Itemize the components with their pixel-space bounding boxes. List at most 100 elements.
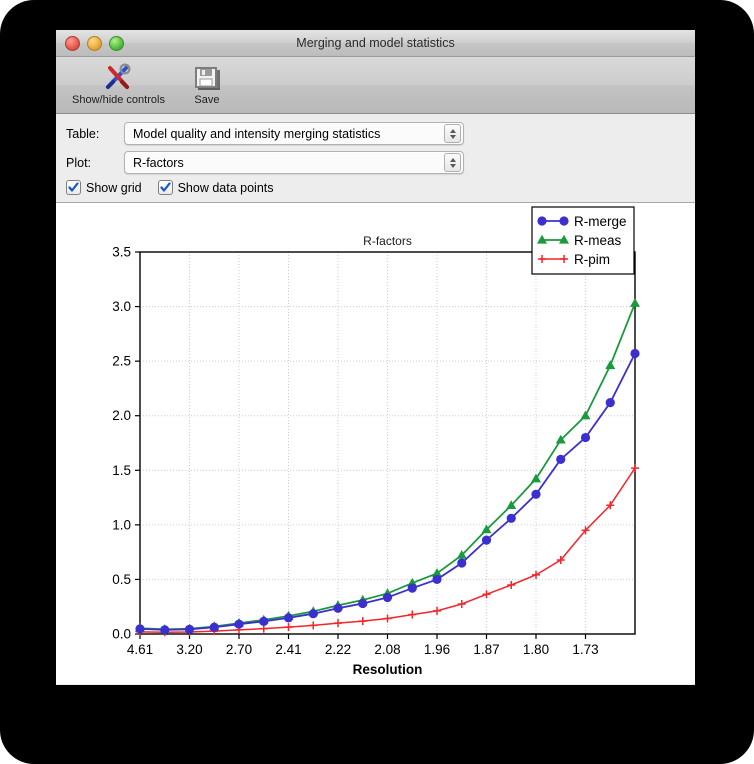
data-point: [283, 613, 294, 623]
save-button[interactable]: Save: [171, 60, 243, 106]
table-select-value: Model quality and intensity merging stat…: [133, 126, 381, 141]
x-tick-label: 4.61: [127, 642, 153, 657]
x-tick-label: 1.80: [523, 642, 549, 657]
axis-ticks: 0.0 0.5 1.0 1.5 2.0 2.5 3.0 3.5 4.61 3.20 2.70 2.41…: [112, 245, 598, 658]
window-controls[interactable]: [65, 36, 124, 51]
legend-label: R-merge: [574, 214, 627, 229]
data-point: [482, 590, 491, 599]
data-point: [580, 432, 591, 443]
data-point: [506, 500, 517, 510]
plot-select-value: R-factors: [133, 155, 184, 170]
chevron-up-icon: [449, 157, 456, 162]
chevron-down-icon: [449, 163, 456, 168]
data-point: [408, 610, 417, 619]
data-point: [309, 621, 318, 630]
save-label: Save: [194, 94, 220, 106]
series-r-merge: [135, 348, 640, 635]
data-point: [606, 501, 615, 510]
data-point: [581, 526, 590, 535]
zoom-button-icon[interactable]: [109, 36, 124, 51]
close-button-icon[interactable]: [65, 36, 80, 51]
data-point: [209, 622, 219, 632]
x-tick-label: 3.20: [176, 642, 202, 657]
series-line: [139, 302, 636, 631]
checkmark-icon: [68, 182, 79, 192]
y-tick-label: 1.0: [112, 517, 131, 532]
plot-label: Plot:: [66, 155, 92, 170]
data-point: [507, 580, 516, 589]
data-point: [605, 398, 615, 408]
y-tick-label: 0.5: [112, 572, 131, 587]
y-tick-label: 0.0: [112, 627, 131, 642]
table-select-stepper-icon[interactable]: [444, 124, 461, 143]
table-label: Table:: [66, 126, 100, 141]
plot-select-stepper-icon[interactable]: [444, 153, 461, 172]
y-tick-label: 2.0: [112, 408, 131, 423]
data-point: [383, 614, 392, 623]
checkmark-icon: [159, 182, 171, 192]
y-tick-label: 1.5: [112, 463, 131, 478]
show-data-points-checkbox[interactable]: Show data points: [157, 180, 274, 195]
data-point: [308, 609, 318, 619]
show-hide-controls-button[interactable]: Show/hide controls: [66, 60, 171, 106]
checkbox-box[interactable]: [66, 180, 81, 195]
data-point: [556, 454, 566, 464]
checkbox-box[interactable]: [157, 180, 173, 195]
y-tick-label: 2.5: [112, 354, 131, 369]
data-point: [259, 616, 269, 626]
y-tick-label: 3.5: [112, 245, 131, 260]
show-grid-checkbox[interactable]: Show grid: [66, 180, 142, 195]
plot-select[interactable]: R-factors: [124, 151, 464, 174]
data-point: [457, 558, 467, 568]
data-point: [531, 489, 541, 499]
data-point: [605, 360, 616, 370]
table-row: Table: Model quality and intensity mergi…: [66, 122, 685, 145]
data-point: [358, 617, 367, 626]
x-tick-label: 1.96: [424, 642, 450, 657]
data-point: [580, 410, 591, 420]
show-data-points-label: Show data points: [177, 180, 274, 195]
legend-label: R-pim: [574, 252, 610, 267]
toolbar: Show/hide controls Save: [56, 57, 695, 114]
x-tick-label: 1.87: [473, 642, 499, 657]
plot-area: 0.0 0.5 1.0 1.5 2.0 2.5 3.0 3.5 4.61 3.20 2.70 2.41…: [56, 203, 695, 684]
data-point: [506, 513, 516, 523]
x-tick-label: 2.70: [226, 642, 252, 657]
plot-row: Plot: R-factors: [66, 151, 685, 174]
window-titlebar[interactable]: Merging and model statistics: [56, 30, 695, 57]
tools-icon: [101, 62, 135, 92]
data-point: [333, 603, 343, 613]
data-point: [630, 348, 640, 359]
minimize-button-icon[interactable]: [87, 36, 102, 51]
data-point: [538, 255, 546, 263]
data-point: [532, 570, 540, 579]
x-tick-label: 2.41: [275, 642, 301, 657]
data-point: [559, 234, 569, 244]
floppy-disk-save-icon: [192, 62, 222, 92]
x-axis-label: Resolution: [353, 662, 423, 677]
data-point: [481, 535, 492, 545]
data-point: [234, 619, 244, 629]
show-grid-label: Show grid: [86, 180, 142, 195]
data-point: [560, 255, 568, 263]
chart-title: R-factors: [363, 234, 412, 248]
chevron-down-icon: [449, 134, 456, 139]
data-point: [559, 216, 569, 226]
data-point: [284, 623, 293, 632]
data-point: [481, 524, 492, 534]
data-point: [555, 434, 566, 444]
show-hide-controls-label: Show/hide controls: [72, 94, 165, 106]
data-point: [358, 598, 368, 609]
data-point: [432, 568, 442, 577]
data-point: [556, 556, 565, 565]
window-title: Merging and model statistics: [296, 36, 455, 50]
table-select[interactable]: Model quality and intensity merging stat…: [124, 122, 464, 145]
legend-label: R-meas: [574, 233, 622, 248]
chevron-up-icon: [449, 128, 456, 133]
x-tick-label: 2.22: [325, 642, 351, 657]
data-point: [259, 624, 268, 633]
x-tick-label: 2.08: [374, 642, 400, 657]
app-window: Merging and model statistics Show/hide c…: [56, 30, 695, 685]
data-point: [537, 234, 547, 244]
x-tick-label: 1.73: [572, 642, 598, 657]
